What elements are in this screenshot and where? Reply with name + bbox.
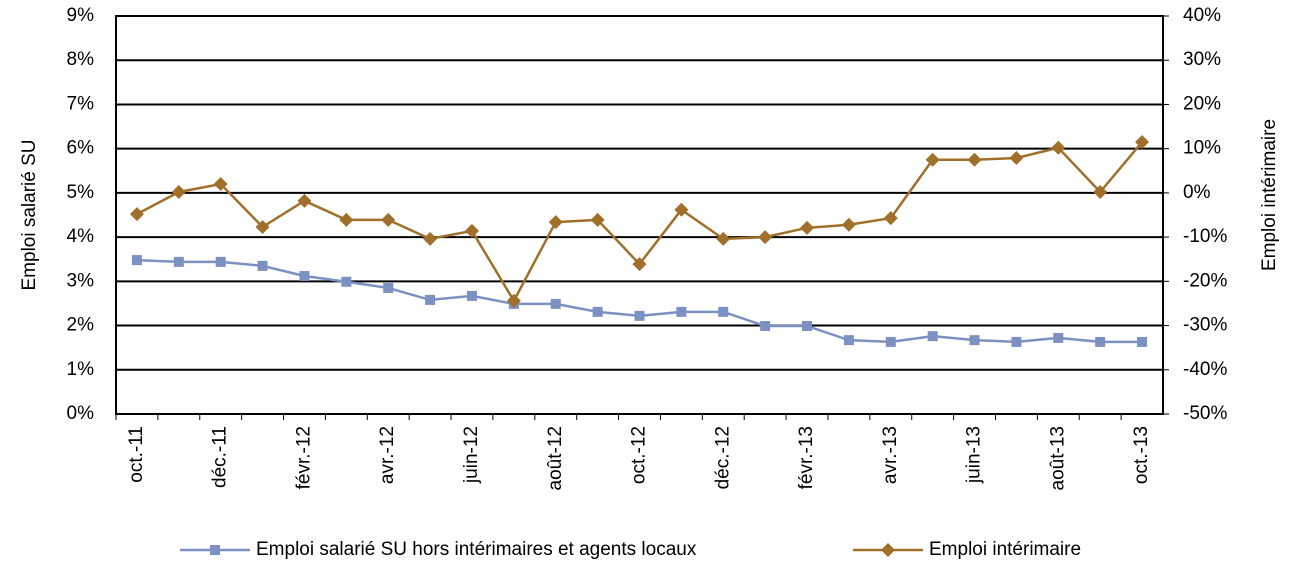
x-tick-label: déc.-11 xyxy=(210,426,231,488)
x-tick-label: oct.-11 xyxy=(126,426,147,483)
y2-tick-label: -30% xyxy=(1183,315,1227,336)
y2-tick-label: -20% xyxy=(1183,270,1227,291)
y2-tick-label: -10% xyxy=(1183,226,1227,247)
y-tick-label: 3% xyxy=(67,270,95,291)
x-tick-label: oct.-13 xyxy=(1131,426,1152,484)
legend-label: Emploi intérimaire xyxy=(929,539,1081,560)
marker xyxy=(506,293,521,308)
marker xyxy=(802,320,813,331)
x-tick-label: avr.-12 xyxy=(377,426,398,484)
legend-marker xyxy=(881,543,895,557)
y-tick-label: 4% xyxy=(67,226,95,247)
marker xyxy=(381,212,396,227)
marker xyxy=(464,223,479,238)
marker xyxy=(297,193,312,208)
series-line xyxy=(136,258,1143,344)
marker xyxy=(255,219,270,234)
marker xyxy=(883,211,898,226)
y2-tick-label: 10% xyxy=(1183,138,1221,159)
marker xyxy=(213,177,228,192)
marker xyxy=(969,335,980,346)
marker xyxy=(927,331,938,342)
marker xyxy=(592,306,603,317)
x-tick-label: févr.-13 xyxy=(796,426,817,489)
marker xyxy=(257,260,268,271)
series-line xyxy=(136,141,1144,304)
marker xyxy=(466,290,477,301)
x-tick-label: févr.-12 xyxy=(293,426,314,489)
marker xyxy=(1135,135,1150,150)
marker xyxy=(1093,185,1108,200)
marker xyxy=(634,310,645,321)
x-tick-label: juin-13 xyxy=(964,426,985,484)
y-tick-label: 7% xyxy=(67,93,95,114)
y2-tick-label: 0% xyxy=(1183,182,1211,203)
plot-frame xyxy=(115,15,1164,415)
marker xyxy=(215,256,226,267)
marker xyxy=(423,231,438,246)
marker xyxy=(550,298,561,309)
y2-tick-label: -40% xyxy=(1183,359,1227,380)
marker xyxy=(299,271,310,282)
marker xyxy=(716,231,731,246)
marker xyxy=(841,217,856,232)
marker xyxy=(1011,336,1022,347)
x-tick-label: août-13 xyxy=(1047,426,1068,490)
legend-marker xyxy=(210,545,220,555)
marker xyxy=(718,306,729,317)
y2-axis-label: Emploi intérimaire xyxy=(1259,119,1280,271)
x-tick-label: juin-12 xyxy=(461,426,482,484)
x-tick-label: oct.-12 xyxy=(629,426,650,484)
marker xyxy=(1009,150,1024,165)
marker xyxy=(383,282,394,293)
marker xyxy=(800,220,815,235)
y-tick-label: 6% xyxy=(67,138,95,159)
y-tick-label: 1% xyxy=(67,359,95,380)
marker xyxy=(590,212,605,227)
y-tick-label: 8% xyxy=(67,49,95,70)
marker xyxy=(1053,332,1064,343)
marker xyxy=(843,335,854,346)
marker xyxy=(548,215,563,230)
y-tick-label: 2% xyxy=(67,315,95,336)
marker xyxy=(171,185,186,200)
marker xyxy=(967,152,982,167)
y-tick-label: 0% xyxy=(67,403,95,424)
y2-tick-label: 30% xyxy=(1183,49,1221,70)
marker xyxy=(758,230,773,245)
marker xyxy=(425,294,436,305)
marker xyxy=(885,336,896,347)
marker xyxy=(131,255,142,266)
marker xyxy=(760,320,771,331)
x-tick-label: avr.-13 xyxy=(880,426,901,484)
y2-tick-label: 20% xyxy=(1183,93,1221,114)
marker xyxy=(925,152,940,167)
y-axis-label: Emploi salarié SU xyxy=(19,140,40,291)
marker xyxy=(1137,336,1148,347)
marker xyxy=(632,257,647,272)
marker xyxy=(674,202,689,217)
y-tick-label: 9% xyxy=(67,5,95,26)
marker xyxy=(1051,140,1066,155)
legend-label: Emploi salarié SU hors intérimaires et a… xyxy=(256,539,697,560)
x-tick-label: août-12 xyxy=(545,426,566,490)
x-tick-label: déc.-12 xyxy=(712,426,733,489)
marker xyxy=(676,306,687,317)
y2-tick-label: 40% xyxy=(1183,5,1221,26)
marker xyxy=(1095,336,1106,347)
marker xyxy=(341,276,352,287)
y2-tick-label: -50% xyxy=(1183,403,1227,424)
marker xyxy=(129,207,144,222)
marker xyxy=(339,212,354,227)
y-tick-label: 5% xyxy=(67,182,95,203)
marker xyxy=(173,256,184,267)
